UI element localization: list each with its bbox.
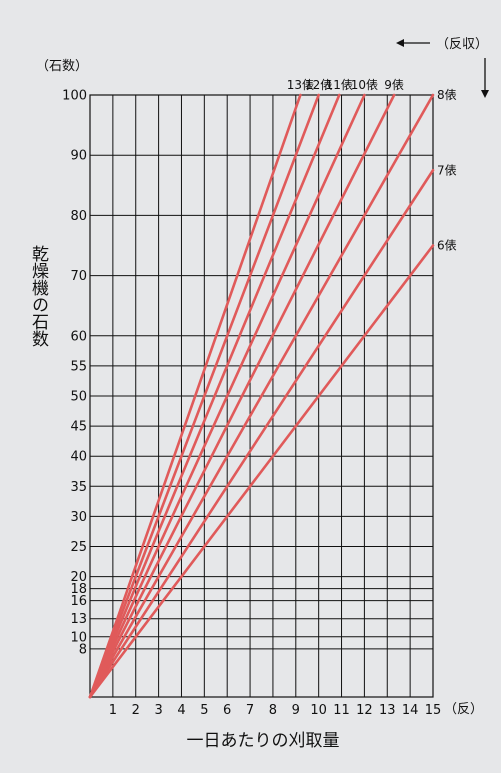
x-tick-label: 7 xyxy=(246,703,254,718)
x-tick-label: 11 xyxy=(333,703,350,718)
series-line xyxy=(88,168,435,699)
series-label: 8俵 xyxy=(437,88,457,102)
series-label: 7俵 xyxy=(437,163,457,177)
plot-frame xyxy=(89,94,434,698)
x-tick-label: 1 xyxy=(109,703,117,718)
y-tick-label: 35 xyxy=(70,480,87,495)
y-tick-label: 10 xyxy=(70,630,87,645)
series-line xyxy=(88,244,435,699)
y-tick-label: 45 xyxy=(70,420,87,435)
y-tick-label: 30 xyxy=(70,510,87,525)
series-line xyxy=(88,93,435,699)
y-tick-label: 25 xyxy=(70,540,87,555)
x-tick-label: 15 xyxy=(425,703,442,718)
x-tick-label: 2 xyxy=(132,703,140,718)
y-tick-label: 16 xyxy=(70,594,87,609)
x-tick-label: 8 xyxy=(269,703,277,718)
y-tick-label: 60 xyxy=(70,329,87,344)
series-line xyxy=(88,93,302,699)
y-tick-label: 70 xyxy=(70,269,87,284)
series-lines xyxy=(88,93,435,699)
series-label: 6俵 xyxy=(437,239,457,253)
x-tick-label: 4 xyxy=(177,703,185,718)
y-tick-label: 18 xyxy=(70,582,87,597)
x-tick-labels: 1 2 3 4 5 6 7 8 9 10 11 12 13 14 15 xyxy=(109,703,442,718)
down-arrow-head xyxy=(481,90,489,98)
x-tick-label: 13 xyxy=(379,703,396,718)
x-tick-label: 12 xyxy=(356,703,373,718)
y-tick-label: 8 xyxy=(79,642,87,657)
y-tick-label: 13 xyxy=(70,612,87,627)
x-tick-label: 3 xyxy=(154,703,162,718)
x-axis-title: 一日あたりの刈取量 xyxy=(187,731,340,751)
series-line xyxy=(88,93,366,699)
x-tick-label: 9 xyxy=(292,703,300,718)
series-label: 9俵 xyxy=(384,78,404,92)
series-label: 10俵 xyxy=(351,78,378,92)
y-tick-label: 20 xyxy=(70,570,87,585)
y-tick-label: 80 xyxy=(70,209,87,224)
y-tick-label: 55 xyxy=(70,359,87,374)
series-line xyxy=(88,93,396,699)
x-direction-indicator: （反収） xyxy=(396,37,489,98)
y-tick-label: 40 xyxy=(70,450,87,465)
y-tick-label: 90 xyxy=(70,149,87,164)
series-label: 11俵 xyxy=(326,78,353,92)
x-tick-label: 6 xyxy=(223,703,231,718)
grid xyxy=(89,94,434,698)
y-tick-label: 100 xyxy=(62,89,87,104)
y-axis-title: 乾燥機の石数 xyxy=(28,245,49,347)
left-arrow-head xyxy=(396,39,404,47)
y-tick-label: 50 xyxy=(70,390,87,405)
x-tick-label: 10 xyxy=(310,703,327,718)
series-label: 13俵 xyxy=(287,78,314,92)
x-tick-label: 14 xyxy=(402,703,419,718)
x-tick-label: 5 xyxy=(200,703,208,718)
series-label: 12俵 xyxy=(305,78,332,92)
series-line xyxy=(88,93,341,699)
series-line xyxy=(88,93,320,699)
y-unit-label: （石数） xyxy=(36,59,88,74)
x-unit-label: （反） xyxy=(444,702,483,717)
x-direction-label: （反収） xyxy=(436,37,488,52)
